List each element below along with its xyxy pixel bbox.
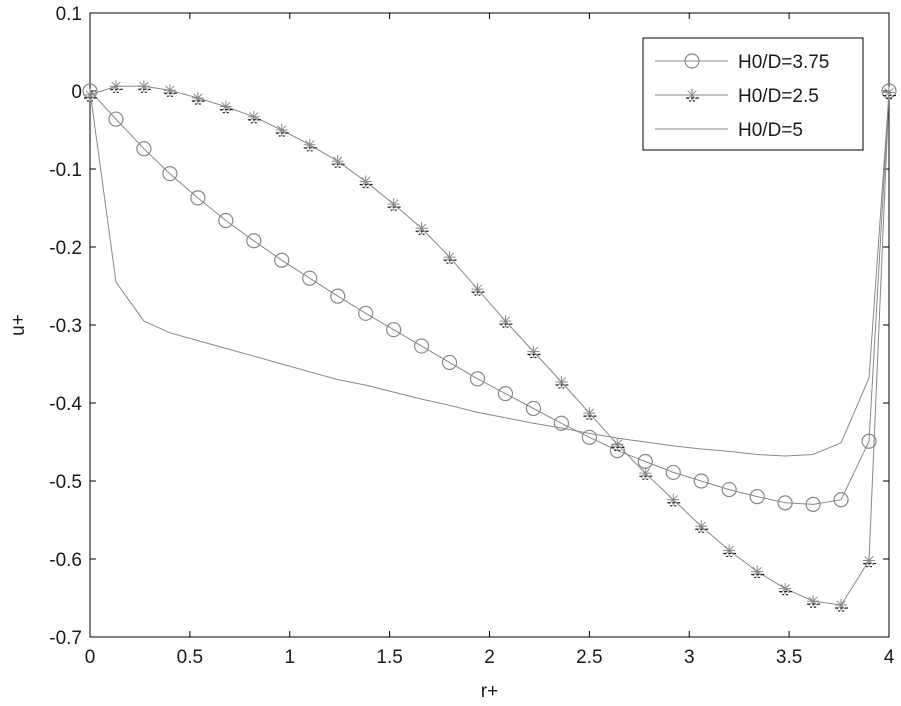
series-1 <box>82 83 897 512</box>
x-tick-label: 0 <box>85 647 96 668</box>
y-tick-label: -0.5 <box>49 472 82 493</box>
data-point <box>721 481 737 498</box>
data-point <box>441 354 458 371</box>
x-tick-label: 2 <box>484 647 495 668</box>
data-point <box>275 124 289 137</box>
data-point <box>330 288 346 304</box>
data-point <box>779 582 793 596</box>
series-line <box>89 90 890 457</box>
data-point <box>777 495 793 511</box>
series <box>82 80 897 612</box>
x-tick-label: 0.5 <box>177 647 203 668</box>
y-tick-label: 0.1 <box>56 4 82 25</box>
legend-box <box>642 37 864 151</box>
data-point <box>883 86 896 100</box>
data-point <box>163 84 177 97</box>
data-point <box>137 80 151 93</box>
data-point <box>359 175 373 189</box>
data-point <box>274 252 290 268</box>
x-axis-ticks: 0 0.5 1 1.5 2 2.5 3 3.5 4 <box>85 13 895 668</box>
data-point <box>639 467 653 480</box>
y-tick-label: -0.6 <box>49 550 82 571</box>
data-point <box>807 595 821 608</box>
data-point <box>749 489 765 505</box>
data-point <box>302 270 318 286</box>
data-point <box>497 386 514 402</box>
data-point <box>471 283 485 296</box>
x-tick-label: 3.5 <box>776 647 802 668</box>
data-point <box>415 222 429 235</box>
data-point <box>863 554 877 568</box>
legend-label: H0/D=5 <box>738 120 803 141</box>
x-tick-label: 1 <box>284 647 295 668</box>
data-point <box>555 375 569 389</box>
x-tick-label: 1.5 <box>376 647 402 668</box>
axes: 0 0.5 1 1.5 2 2.5 3 3.5 4 0.1 0 -0.1 -0.2 -0.3 -0.4 -0… <box>49 4 894 668</box>
data-point <box>835 599 849 612</box>
data-point <box>387 198 401 211</box>
data-point <box>667 493 681 507</box>
legend-label: H0/D=3.75 <box>738 52 829 73</box>
data-point <box>469 371 486 387</box>
data-point <box>805 496 821 512</box>
legend: H0/D=3.75 H0/D=2.5 H0/D=5 <box>642 37 864 151</box>
data-point <box>527 345 541 359</box>
data-point <box>413 338 430 354</box>
data-point <box>109 80 123 93</box>
x-axis-label: r+ <box>481 681 498 702</box>
y-tick-label: 0 <box>71 82 82 103</box>
y-axis-label: u+ <box>8 314 29 336</box>
data-point <box>525 400 542 417</box>
y-tick-label: -0.2 <box>49 238 82 259</box>
data-point <box>751 565 765 579</box>
data-point <box>358 305 374 321</box>
data-point <box>695 520 709 533</box>
data-point <box>833 492 849 508</box>
x-tick-label: 4 <box>884 647 895 668</box>
data-point <box>136 141 152 157</box>
data-point <box>583 407 597 420</box>
data-point <box>190 190 206 206</box>
data-point <box>84 88 97 102</box>
data-point <box>684 53 700 69</box>
data-point <box>611 438 625 451</box>
data-point <box>443 251 457 264</box>
series-3 <box>89 90 890 457</box>
data-point <box>386 322 402 338</box>
legend-item: H0/D=3.75 <box>655 52 829 73</box>
x-tick-label: 2.5 <box>576 647 602 668</box>
data-point <box>861 433 877 449</box>
data-point <box>191 92 205 105</box>
data-point <box>246 233 262 249</box>
data-point <box>162 166 178 182</box>
y-tick-label: -0.3 <box>49 316 82 337</box>
data-point <box>723 544 737 558</box>
data-point <box>553 415 570 431</box>
data-point <box>331 155 345 168</box>
x-tick-label: 3 <box>684 647 695 668</box>
legend-item: H0/D=5 <box>655 120 803 141</box>
y-tick-label: -0.7 <box>49 628 82 649</box>
data-point <box>108 111 124 127</box>
data-point <box>665 464 681 481</box>
series-line <box>89 85 890 606</box>
series-line <box>89 90 890 505</box>
data-point <box>303 138 317 152</box>
data-point <box>693 473 709 489</box>
data-point <box>219 100 233 114</box>
data-point <box>499 315 513 328</box>
data-point <box>581 429 597 445</box>
data-point <box>247 110 261 124</box>
series-2 <box>84 80 896 612</box>
legend-item: H0/D=2.5 <box>655 86 819 107</box>
y-axis-ticks: 0.1 0 -0.1 -0.2 -0.3 -0.4 -0.5 -0.6 -0.7 <box>49 4 889 649</box>
data-point <box>686 89 699 102</box>
y-tick-label: -0.4 <box>49 394 82 415</box>
legend-label: H0/D=2.5 <box>738 86 819 107</box>
data-point <box>218 212 234 229</box>
y-tick-label: -0.1 <box>49 160 82 181</box>
